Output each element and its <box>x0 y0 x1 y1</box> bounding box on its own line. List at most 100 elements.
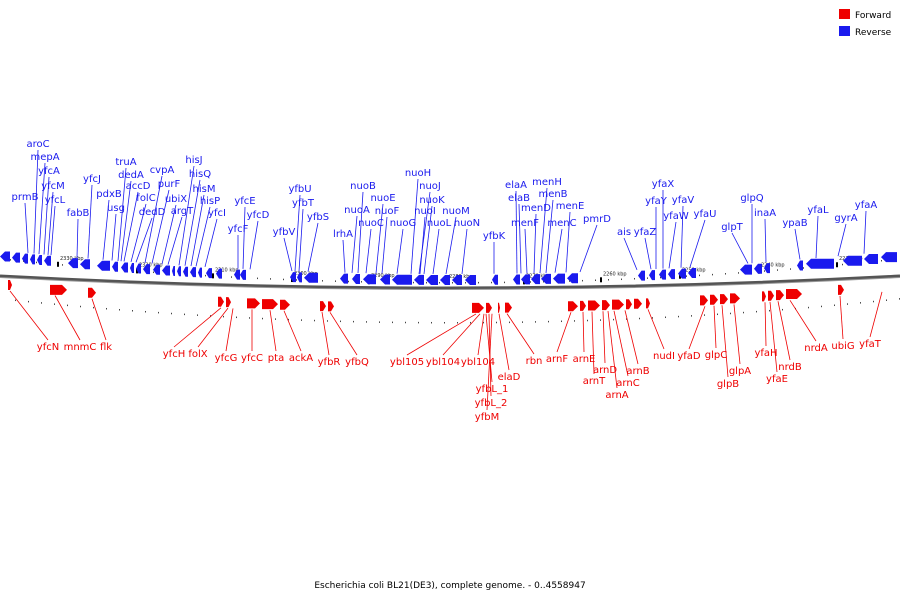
forward-gene-block <box>768 290 774 301</box>
forward-gene-label: yfaT <box>859 339 882 350</box>
minor-tick <box>197 314 198 316</box>
forward-gene-block <box>262 299 278 310</box>
reverse-gene-block <box>521 274 530 285</box>
forward-gene-block <box>50 284 67 295</box>
minor-tick <box>543 280 544 283</box>
forward-gene-label: yfbL_1 <box>476 384 509 395</box>
reverse-gene-label: argT <box>171 206 194 217</box>
reverse-gene-leader <box>342 239 346 273</box>
reverse-gene-label: yfaU <box>694 209 717 220</box>
forward-gene-label: pta <box>268 353 284 364</box>
forward-gene-leader <box>624 310 639 365</box>
minor-tick <box>270 278 271 280</box>
reverse-gene-leader <box>190 194 205 267</box>
reverse-gene-label: menF <box>511 218 539 229</box>
minor-tick <box>582 279 583 282</box>
forward-gene-label: yfbL_2 <box>475 398 508 409</box>
reverse-gene-block <box>340 273 348 284</box>
reverse-gene-label: ubiX <box>165 194 187 205</box>
reverse-gene-leader <box>283 237 293 272</box>
reverse-gene-label: nuoK <box>419 195 445 206</box>
forward-gene-block <box>762 291 766 302</box>
minor-tick <box>119 309 120 311</box>
reverse-gene-leader <box>144 175 163 264</box>
reverse-gene-block <box>12 252 20 263</box>
reverse-gene-leader <box>565 211 571 273</box>
forward-gene-block <box>568 301 578 312</box>
reverse-gene-block <box>754 263 762 274</box>
forward-gene-leader <box>607 310 618 389</box>
reverse-gene-label: folC <box>136 193 155 204</box>
reverse-gene-block <box>290 272 296 283</box>
genome-caption: Escherichia coli BL21(DE3), complete gen… <box>314 581 585 591</box>
minor-tick <box>457 321 458 324</box>
reverse-gene-leader <box>161 204 177 265</box>
reverse-gene-leader <box>117 167 127 261</box>
reverse-gene-leader <box>50 205 56 256</box>
forward-gene-label: ybl104 <box>461 357 495 368</box>
reverse-gene-label: hisQ <box>189 169 211 180</box>
minor-tick <box>36 261 37 264</box>
forward-gene-block <box>730 293 740 304</box>
minor-tick <box>509 321 510 324</box>
minor-tick <box>288 318 289 321</box>
minor-tick <box>184 313 185 316</box>
reverse-gene-leader <box>794 228 801 260</box>
tick-label: 2320 kbp <box>139 262 163 268</box>
legend-reverse-label: Reverse <box>855 28 892 38</box>
minor-tick <box>743 311 744 314</box>
reverse-gene-leader <box>24 202 29 253</box>
minor-tick <box>686 275 687 277</box>
minor-tick <box>691 315 692 317</box>
reverse-gene-block <box>843 255 862 266</box>
reverse-gene-leader <box>764 218 767 263</box>
reverse-gene-block <box>22 253 28 264</box>
minor-tick <box>808 306 809 309</box>
minor-tick <box>418 321 419 324</box>
reverse-gene-label: yfbV <box>273 227 296 238</box>
reverse-gene-leader <box>419 216 426 274</box>
reverse-gene-label: yfcM <box>41 181 65 192</box>
forward-gene-label: yfbQ <box>345 357 369 368</box>
reverse-gene-label: mepA <box>30 152 59 163</box>
forward-gene-block <box>720 294 728 305</box>
reverse-gene-label: yfaY <box>645 196 668 207</box>
reverse-gene-label: yfcA <box>38 166 60 177</box>
minor-tick <box>465 281 466 284</box>
reverse-gene-label: hisJ <box>185 155 202 166</box>
minor-tick <box>236 316 237 319</box>
reverse-gene-label: nuoJ <box>419 181 441 192</box>
forward-gene-label: rbn <box>526 356 543 367</box>
reverse-gene-block <box>143 264 150 275</box>
reverse-gene-leader <box>396 228 404 274</box>
reverse-gene-label: ypaB <box>782 218 807 229</box>
minor-tick <box>587 319 588 322</box>
reverse-gene-block <box>112 261 118 272</box>
forward-gene-block <box>226 297 231 308</box>
genome-backbone <box>0 274 900 290</box>
reverse-gene-block <box>206 268 212 279</box>
reverse-gene-block <box>121 262 128 273</box>
reverse-gene-leader <box>623 237 638 271</box>
reverse-gene-label: inaA <box>754 208 776 219</box>
minor-tick <box>93 306 94 309</box>
reverse-gene-labels: aroC mepA yfcA yfcM yfcL prmB fabB yfcJ pdxB usg t… <box>12 139 877 275</box>
minor-tick <box>353 320 354 323</box>
minor-tick <box>496 321 497 324</box>
forward-gene-label: folX <box>188 349 207 360</box>
reverse-gene-label: lrhA <box>333 229 353 240</box>
forward-gene-label: yfaH <box>754 348 777 359</box>
reverse-gene-label: nuoL <box>427 218 452 229</box>
reverse-gene-label: menH <box>532 177 562 188</box>
reverse-gene-block <box>649 270 655 281</box>
reverse-gene-leader <box>863 210 867 254</box>
reverse-gene-label: yfcJ <box>83 174 101 185</box>
forward-gene-label: arnF <box>546 354 568 365</box>
minor-tick <box>873 300 874 303</box>
reverse-gene-leader <box>423 205 433 274</box>
forward-gene-label: ackA <box>289 353 313 364</box>
minor-tick <box>452 281 453 284</box>
reverse-gene-block <box>567 273 578 284</box>
forward-gene-leader <box>283 310 302 352</box>
